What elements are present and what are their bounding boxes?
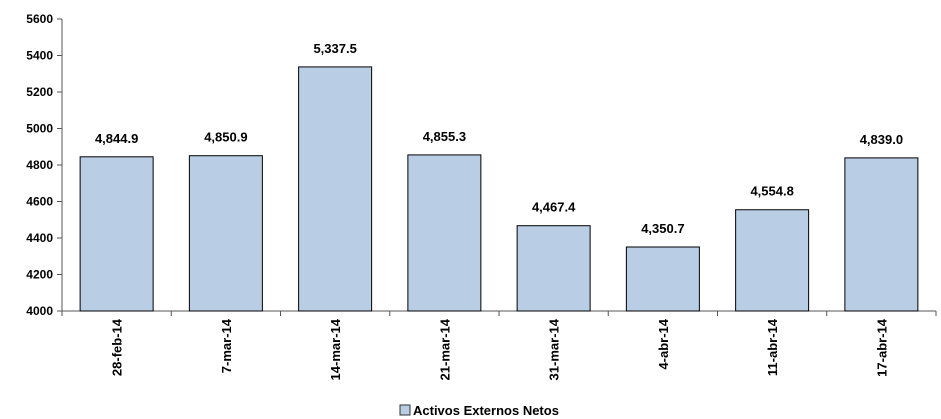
data-label-31-mar-14: 4,467.4 — [532, 200, 576, 215]
bar-7-mar-14 — [189, 156, 262, 311]
data-label-11-abr-14: 4,554.8 — [750, 184, 793, 199]
category-label-14-mar-14: 14-mar-14 — [328, 318, 343, 380]
legend-entry-label: Activos Externos Netos — [413, 403, 559, 418]
bar-31-mar-14 — [517, 226, 590, 311]
category-label-17-abr-14: 17-abr-14 — [874, 318, 889, 377]
y-axis-ticks: 4000 4200 4400 4600 4800 5000 5200 5400 5600 — [26, 12, 62, 318]
y-tick-label: 4400 — [26, 231, 53, 245]
y-tick-label: 4200 — [26, 268, 53, 282]
data-label-21-mar-14: 4,855.3 — [423, 129, 466, 144]
bar-11-abr-14 — [736, 210, 809, 311]
y-tick-label: 4000 — [26, 304, 53, 318]
legend-swatch — [400, 405, 410, 415]
y-tick-label: 5200 — [26, 85, 53, 99]
bar-17-abr-14 — [845, 158, 918, 311]
bar-14-mar-14 — [299, 67, 372, 311]
y-tick-label: 4600 — [26, 195, 53, 209]
y-tick-label: 4800 — [26, 158, 53, 172]
category-label-11-abr-14: 11-abr-14 — [765, 318, 780, 376]
category-label-7-mar-14: 7-mar-14 — [219, 318, 234, 373]
category-label-4-abr-14: 4-abr-14 — [656, 318, 671, 369]
y-tick-label: 5600 — [26, 12, 53, 26]
data-label-17-abr-14: 4,839.0 — [860, 132, 903, 147]
data-label-28-feb-14: 4,844.9 — [95, 131, 138, 146]
data-label-4-abr-14: 4,350.7 — [641, 221, 684, 236]
category-label-31-mar-14: 31-mar-14 — [547, 318, 562, 380]
bar-4-abr-14 — [626, 247, 699, 311]
y-tick-label: 5400 — [26, 49, 53, 63]
data-label-14-mar-14: 5,337.5 — [313, 41, 356, 56]
x-axis-ticks — [62, 311, 936, 316]
y-tick-label: 5000 — [26, 122, 53, 136]
category-label-28-feb-14: 28-feb-14 — [110, 318, 125, 376]
data-label-7-mar-14: 4,850.9 — [204, 130, 247, 145]
category-labels: 28-feb-14 7-mar-14 14-mar-14 21-mar-14 31-ma… — [110, 318, 890, 380]
bar-21-mar-14 — [408, 155, 481, 311]
plot-area: 4000 4200 4400 4600 4800 5000 5200 5400 5600 4,8… — [26, 12, 936, 380]
category-label-21-mar-14: 21-mar-14 — [437, 318, 452, 380]
bar-28-feb-14 — [80, 157, 153, 311]
legend: Activos Externos Netos — [400, 403, 559, 418]
